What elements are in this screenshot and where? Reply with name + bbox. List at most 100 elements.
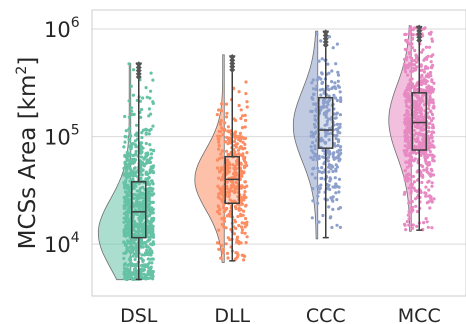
data-point — [147, 257, 150, 260]
data-point — [244, 161, 247, 164]
data-point — [123, 198, 126, 201]
data-point — [246, 105, 249, 108]
data-point — [327, 170, 330, 173]
data-point — [426, 220, 429, 223]
data-point — [426, 201, 429, 204]
data-point — [233, 219, 236, 222]
x-tick-label-mcc: MCC — [398, 305, 441, 324]
data-point — [125, 164, 128, 167]
data-point — [216, 113, 219, 116]
data-point — [244, 204, 247, 207]
data-point — [331, 200, 334, 203]
data-point — [217, 148, 220, 151]
data-point — [234, 119, 237, 122]
data-point — [245, 100, 248, 103]
data-point — [424, 195, 427, 198]
data-point — [223, 128, 226, 131]
data-point — [404, 169, 407, 172]
data-point — [142, 158, 145, 161]
data-point — [236, 215, 239, 218]
data-point — [245, 151, 248, 154]
data-point — [430, 55, 433, 58]
data-point — [142, 168, 145, 171]
data-point — [430, 78, 433, 81]
data-point — [218, 197, 221, 200]
data-point — [430, 185, 433, 188]
data-point — [220, 109, 223, 112]
data-point — [327, 159, 330, 162]
data-point — [427, 122, 430, 125]
data-point — [148, 261, 151, 264]
data-point — [124, 135, 127, 138]
data-point — [339, 90, 342, 93]
data-point — [430, 169, 433, 172]
data-point — [315, 88, 318, 91]
data-point — [216, 210, 219, 213]
data-point — [411, 200, 414, 203]
data-point — [124, 235, 127, 238]
data-point — [328, 163, 331, 166]
data-point — [238, 135, 241, 138]
data-point — [150, 194, 153, 197]
data-point — [129, 271, 132, 274]
data-point — [233, 140, 236, 143]
data-point — [221, 149, 224, 152]
x-tick-label-dsl: DSL — [120, 305, 158, 324]
data-point — [126, 267, 129, 270]
data-point — [412, 175, 415, 178]
data-point — [314, 176, 317, 179]
data-point — [128, 155, 131, 158]
data-point — [217, 177, 220, 180]
data-point — [226, 252, 229, 255]
plot-layer — [98, 25, 436, 281]
y-tick-label: 106 — [44, 15, 80, 42]
data-point — [152, 149, 155, 152]
data-point — [321, 88, 324, 91]
data-point — [331, 208, 334, 211]
data-point — [134, 139, 137, 142]
data-point — [133, 153, 136, 156]
data-point — [415, 61, 418, 64]
data-point — [334, 62, 337, 65]
data-point — [151, 181, 154, 184]
data-point — [225, 112, 228, 115]
data-point — [123, 155, 126, 158]
data-point — [428, 46, 431, 49]
data-point — [335, 137, 338, 140]
data-point — [145, 142, 148, 145]
y-axis-label: MCSs Area [km2] — [14, 57, 41, 250]
data-point — [336, 71, 339, 74]
y-tick-label: 104 — [44, 230, 80, 257]
data-point — [149, 186, 152, 189]
data-point — [332, 151, 335, 154]
data-point — [241, 114, 244, 117]
data-point — [144, 128, 147, 131]
data-point — [404, 137, 407, 140]
data-point — [238, 104, 241, 107]
data-point — [431, 123, 434, 126]
data-point — [411, 82, 414, 85]
data-point — [225, 226, 228, 229]
data-point — [320, 171, 323, 174]
data-point — [123, 241, 126, 244]
data-point — [152, 102, 155, 105]
data-point — [149, 242, 152, 245]
data-point — [227, 125, 230, 128]
data-point — [149, 90, 152, 93]
y-tick-label: 105 — [44, 123, 80, 150]
data-point — [338, 178, 341, 181]
data-point — [336, 185, 339, 188]
data-point — [148, 132, 151, 135]
data-point — [432, 197, 435, 200]
data-point — [152, 233, 155, 236]
data-point — [218, 170, 221, 173]
data-point — [316, 167, 319, 170]
data-point — [407, 117, 410, 120]
data-point — [237, 224, 240, 227]
data-point — [408, 106, 411, 109]
data-point — [129, 246, 132, 249]
data-point — [339, 152, 342, 155]
data-point — [337, 144, 340, 147]
data-point — [410, 190, 413, 193]
